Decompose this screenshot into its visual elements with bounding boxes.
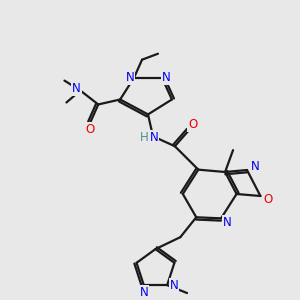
Text: N: N [150,131,158,144]
Text: O: O [86,123,95,136]
Text: N: N [72,82,81,95]
Text: O: O [188,118,197,131]
Text: N: N [161,71,170,84]
Text: H: H [140,131,148,144]
Text: N: N [223,216,231,229]
Text: N: N [170,279,178,292]
Text: O: O [264,194,273,206]
Text: N: N [140,286,148,298]
Text: N: N [126,71,134,84]
Text: N: N [250,160,259,172]
